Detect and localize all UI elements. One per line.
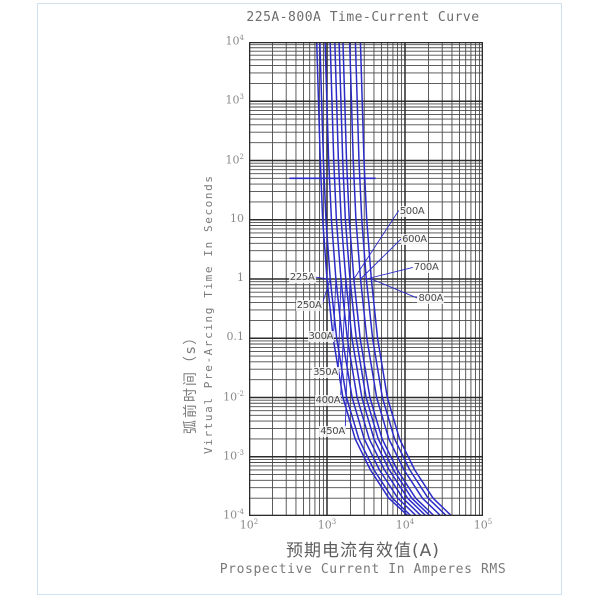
curve-label-500a: 500A [398,205,426,217]
page-title: 225A-800A Time-Current Curve [246,10,480,25]
curve-label-700a: 700A [412,262,440,274]
curve-label-350a: 350A [312,366,339,378]
curve-label-450a: 450A [319,425,346,437]
curve-label-400a: 400A [314,395,342,407]
curve-label-250a: 250A [295,300,323,312]
curve-lines [315,42,453,516]
x-axis-title-cn: 预期电流有效值(A) [286,541,440,561]
y-tick-label: 10-4 [223,508,244,522]
x-tick-label: 103 [317,518,337,532]
x-axis-title-en: Prospective Current In Amperes RMS [219,562,507,577]
y-tick-label: 10-3 [223,448,244,463]
y-axis-tick-labels: 104 103 102 10 1 0.1 10-2 10-3 10-4 [208,4,244,564]
x-axis-tick-labels: 102 103 104 105 [38,518,600,542]
curve-label-225a: 225A [288,271,316,283]
y-tick-label: 10 [230,211,244,225]
curve-label-300a: 300A [307,331,335,343]
y-axis-title-cn: 弧前时间（s） [183,328,199,434]
plot-border [249,42,483,516]
y-tick-label: 0.1 [226,330,245,344]
y-tick-label: 1 [237,271,244,284]
x-tick-label: 102 [239,518,259,532]
x-tick-label: 105 [473,518,493,532]
y-tick-label: 10-2 [223,389,244,404]
label-leader-lines [314,210,418,431]
y-tick-label: 103 [225,93,244,107]
chart-frame: 225A-800A Time-Current Curve 弧前时间（s） Vir… [37,3,562,595]
curve-label-600a: 600A [401,233,428,245]
y-tick-label: 104 [225,34,244,48]
x-tick-label: 104 [395,518,415,532]
y-axis-title: 弧前时间（s） Virtual Pre-Arcing Time In Secon… [156,124,216,454]
plot-svg [249,42,483,516]
plot-area: 225A 250A 300A 350A 400A 450A 500A 600A 700A 800A [249,42,483,516]
y-tick-label: 102 [225,152,244,167]
curve-label-800a: 800A [417,293,445,305]
